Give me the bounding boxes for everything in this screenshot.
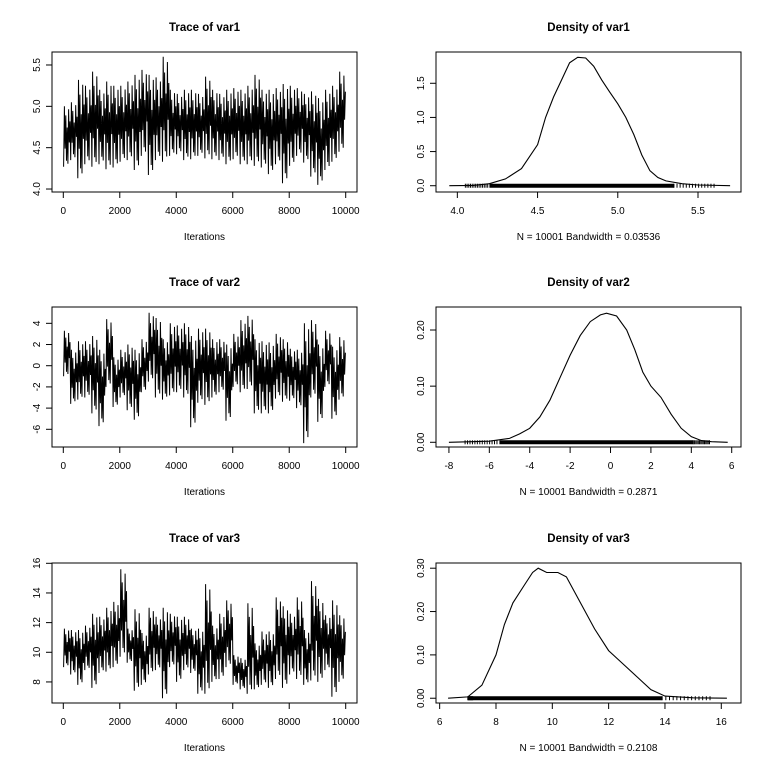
y-tick-label: 0.10 [416,645,427,665]
x-tick-label: 10000 [332,461,360,472]
panel-trace-2: Trace of var2 0 2000 4000 6000 8000 10000 -6 -4 -… [32,277,360,498]
plot-frame [51,562,358,704]
y-tick-label: 0.00 [416,688,427,708]
y-tick-label: 0.30 [416,558,427,578]
x-tick-label: 5.0 [611,206,625,217]
y-tick-label: 0.5 [416,144,427,158]
x-tick-label: 2000 [109,206,132,217]
y-tick-label: 4.5 [32,140,43,154]
density-subtitle: N = 10001 Bandwidth = 0.03536 [517,232,661,243]
x-tick-label: 8000 [278,206,301,217]
x-tick-label: -4 [525,461,534,472]
y-tick-label: 10 [32,646,43,658]
x-tick-label: 10 [547,717,559,728]
y-tick-label: 0.10 [416,376,427,396]
x-tick-label: 10000 [332,717,360,728]
trace-line [63,56,346,185]
chart-title: Trace of var2 [169,277,240,289]
y-tick-label: 16 [32,557,43,569]
panel-trace-1: Trace of var1 0 2000 4000 6000 8000 10000 4.0 4.… [32,22,360,243]
plot-frame [435,562,742,704]
x-tick-label: 6000 [222,206,245,217]
trace-line [63,569,346,699]
plot-frame [435,306,742,448]
chart-title: Density of var3 [547,533,629,545]
y-tick-label: 4.0 [32,182,43,196]
y-tick-label: -2 [32,382,43,391]
x-tick-label: 8 [493,717,499,728]
x-tick-label: 12 [603,717,615,728]
y-tick-label: 0 [32,362,43,368]
y-tick-label: 5.5 [32,58,43,72]
y-tick-label: 14 [32,587,43,599]
x-tick-label: 0 [608,461,614,472]
x-tick-label: 10000 [332,206,360,217]
x-tick-label: 6 [729,461,735,472]
panel-trace-3: Trace of var3 0 2000 4000 6000 8000 10000 8 10 12… [32,533,360,754]
x-tick-label: 8000 [278,461,301,472]
y-tick-label: 2 [32,341,43,347]
panel-density-2: Density of var2 -8 -6 -4 -2 0 2 4 6 0.00 0.10 0.20 N… [416,277,742,498]
x-tick-label: 2000 [109,717,132,728]
y-tick-label: -4 [32,403,43,412]
y-tick-label: 0.20 [416,320,427,340]
chart-title: Density of var1 [547,22,630,34]
x-tick-label: 4000 [165,461,188,472]
y-tick-label: 8 [32,679,43,685]
density-subtitle: N = 10001 Bandwidth = 0.2871 [520,487,658,498]
plot-frame [51,51,358,193]
x-axis-label: Iterations [184,743,225,754]
y-tick-label: -6 [32,424,43,433]
density-curve [448,567,727,699]
x-tick-label: 5.5 [691,206,705,217]
y-tick-label: 0.00 [416,432,427,452]
x-tick-label: 6 [437,717,443,728]
density-curve [449,56,731,187]
x-tick-label: 6000 [222,461,245,472]
y-tick-label: 4 [32,320,43,326]
density-subtitle: N = 10001 Bandwidth = 0.2108 [520,743,658,754]
x-axis-label: Iterations [184,487,225,498]
y-tick-label: 0.20 [416,601,427,621]
panel-density-1: Density of var1 4.0 4.5 5.0 5.5 0.0 0.5 1.0 1.5 N… [416,22,742,243]
x-tick-label: 14 [659,717,671,728]
y-tick-label: 5.0 [32,99,43,113]
plot-frame [51,306,358,448]
y-tick-label: 0.0 [416,178,427,192]
x-tick-label: -6 [485,461,494,472]
x-tick-label: 2 [648,461,654,472]
chart-title: Trace of var1 [169,22,241,34]
y-tick-label: 1.0 [416,110,427,124]
x-tick-label: 6000 [222,717,245,728]
y-tick-label: 12 [32,617,43,629]
x-tick-label: 4.0 [450,206,464,217]
density-curve [448,312,728,443]
chart-title: Density of var2 [547,277,629,289]
x-tick-label: 4000 [165,206,188,217]
x-tick-label: -8 [444,461,453,472]
x-tick-label: 0 [61,206,67,217]
y-tick-label: 1.5 [416,76,427,90]
x-tick-label: 0 [61,717,67,728]
x-tick-label: -2 [566,461,575,472]
x-tick-label: 16 [716,717,728,728]
x-tick-label: 4 [689,461,695,472]
x-tick-label: 4.5 [531,206,545,217]
x-tick-label: 0 [61,461,67,472]
x-tick-label: 4000 [165,717,188,728]
trace-line [63,312,346,444]
panel-density-3: Density of var3 6 8 10 12 14 16 0.00 0.10 0.20 0.3… [416,533,742,754]
plot-frame [435,51,742,193]
x-axis-label: Iterations [184,232,225,243]
x-tick-label: 2000 [109,461,132,472]
chart-title: Trace of var3 [169,533,240,545]
x-tick-label: 8000 [278,717,301,728]
